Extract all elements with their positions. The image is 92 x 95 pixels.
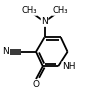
Text: O: O <box>32 80 39 89</box>
Text: NH: NH <box>62 62 76 71</box>
Text: CH₃: CH₃ <box>21 6 37 15</box>
Text: N: N <box>41 17 48 26</box>
Text: CH₃: CH₃ <box>52 6 68 15</box>
Text: N: N <box>2 47 9 56</box>
